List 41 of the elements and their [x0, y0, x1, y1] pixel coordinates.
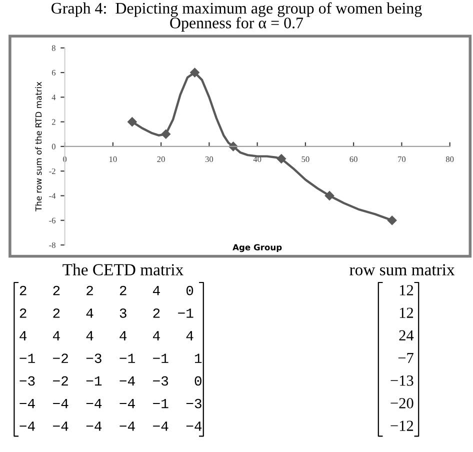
- point: [276, 154, 286, 164]
- y-tick-label: 0: [52, 144, 56, 150]
- y-tick-label: -2: [49, 168, 56, 174]
- x-tick-label: 30: [205, 156, 214, 162]
- text: −7: [398, 353, 414, 364]
- point: [324, 191, 334, 200]
- text: −3 −2 −1 −4 −3 0: [20, 376, 202, 386]
- x-axis-title: Age Group: [232, 244, 282, 252]
- point: [161, 130, 170, 139]
- text: 12: [400, 308, 414, 318]
- point: [190, 68, 200, 78]
- chart-title: Graph 4: Depicting maximum age group of women being Openness for α = 0.7: [52, 2, 422, 32]
- y-tick-label: 4: [52, 94, 56, 100]
- text: 4 4 4 4 4 4: [20, 331, 194, 340]
- x-tick-label: 60: [350, 156, 358, 162]
- y-tick-label: 6: [52, 70, 56, 76]
- y-tick-label: -4: [49, 193, 56, 199]
- text: −20: [390, 398, 414, 408]
- x-tick-label: 80: [446, 156, 454, 162]
- x-tick-label: 70: [398, 156, 406, 162]
- text: 12: [400, 285, 414, 296]
- text: −4 −4 −4 −4 −1 −3: [20, 398, 202, 408]
- x-tick-label: 50: [302, 156, 310, 162]
- y-axis-title: The row sum of the RTD matrix: [35, 82, 42, 212]
- point: [128, 117, 137, 126]
- y-tick-label: 2: [52, 119, 56, 125]
- text: −4 −4 −4 −4 −4 −4: [20, 422, 202, 431]
- text: −12: [390, 420, 414, 431]
- point: [387, 216, 397, 225]
- text: row sum matrix: [350, 264, 455, 276]
- text: −13: [390, 375, 414, 386]
- text: The CETD matrix: [62, 264, 184, 276]
- y-tick-label: -8: [49, 242, 56, 248]
- text: −1 −2 −3 −1 −1 1: [20, 354, 202, 364]
- y-tick-label: 8: [52, 45, 56, 51]
- y-tick-label: -6: [49, 218, 56, 224]
- text: 24: [399, 330, 414, 340]
- text: 2 2 4 3 2 −1: [20, 308, 194, 318]
- x-tick-label: 20: [157, 156, 165, 162]
- text: 2 2 2 2 4 0: [20, 286, 194, 296]
- x-tick-label: 10: [109, 156, 117, 162]
